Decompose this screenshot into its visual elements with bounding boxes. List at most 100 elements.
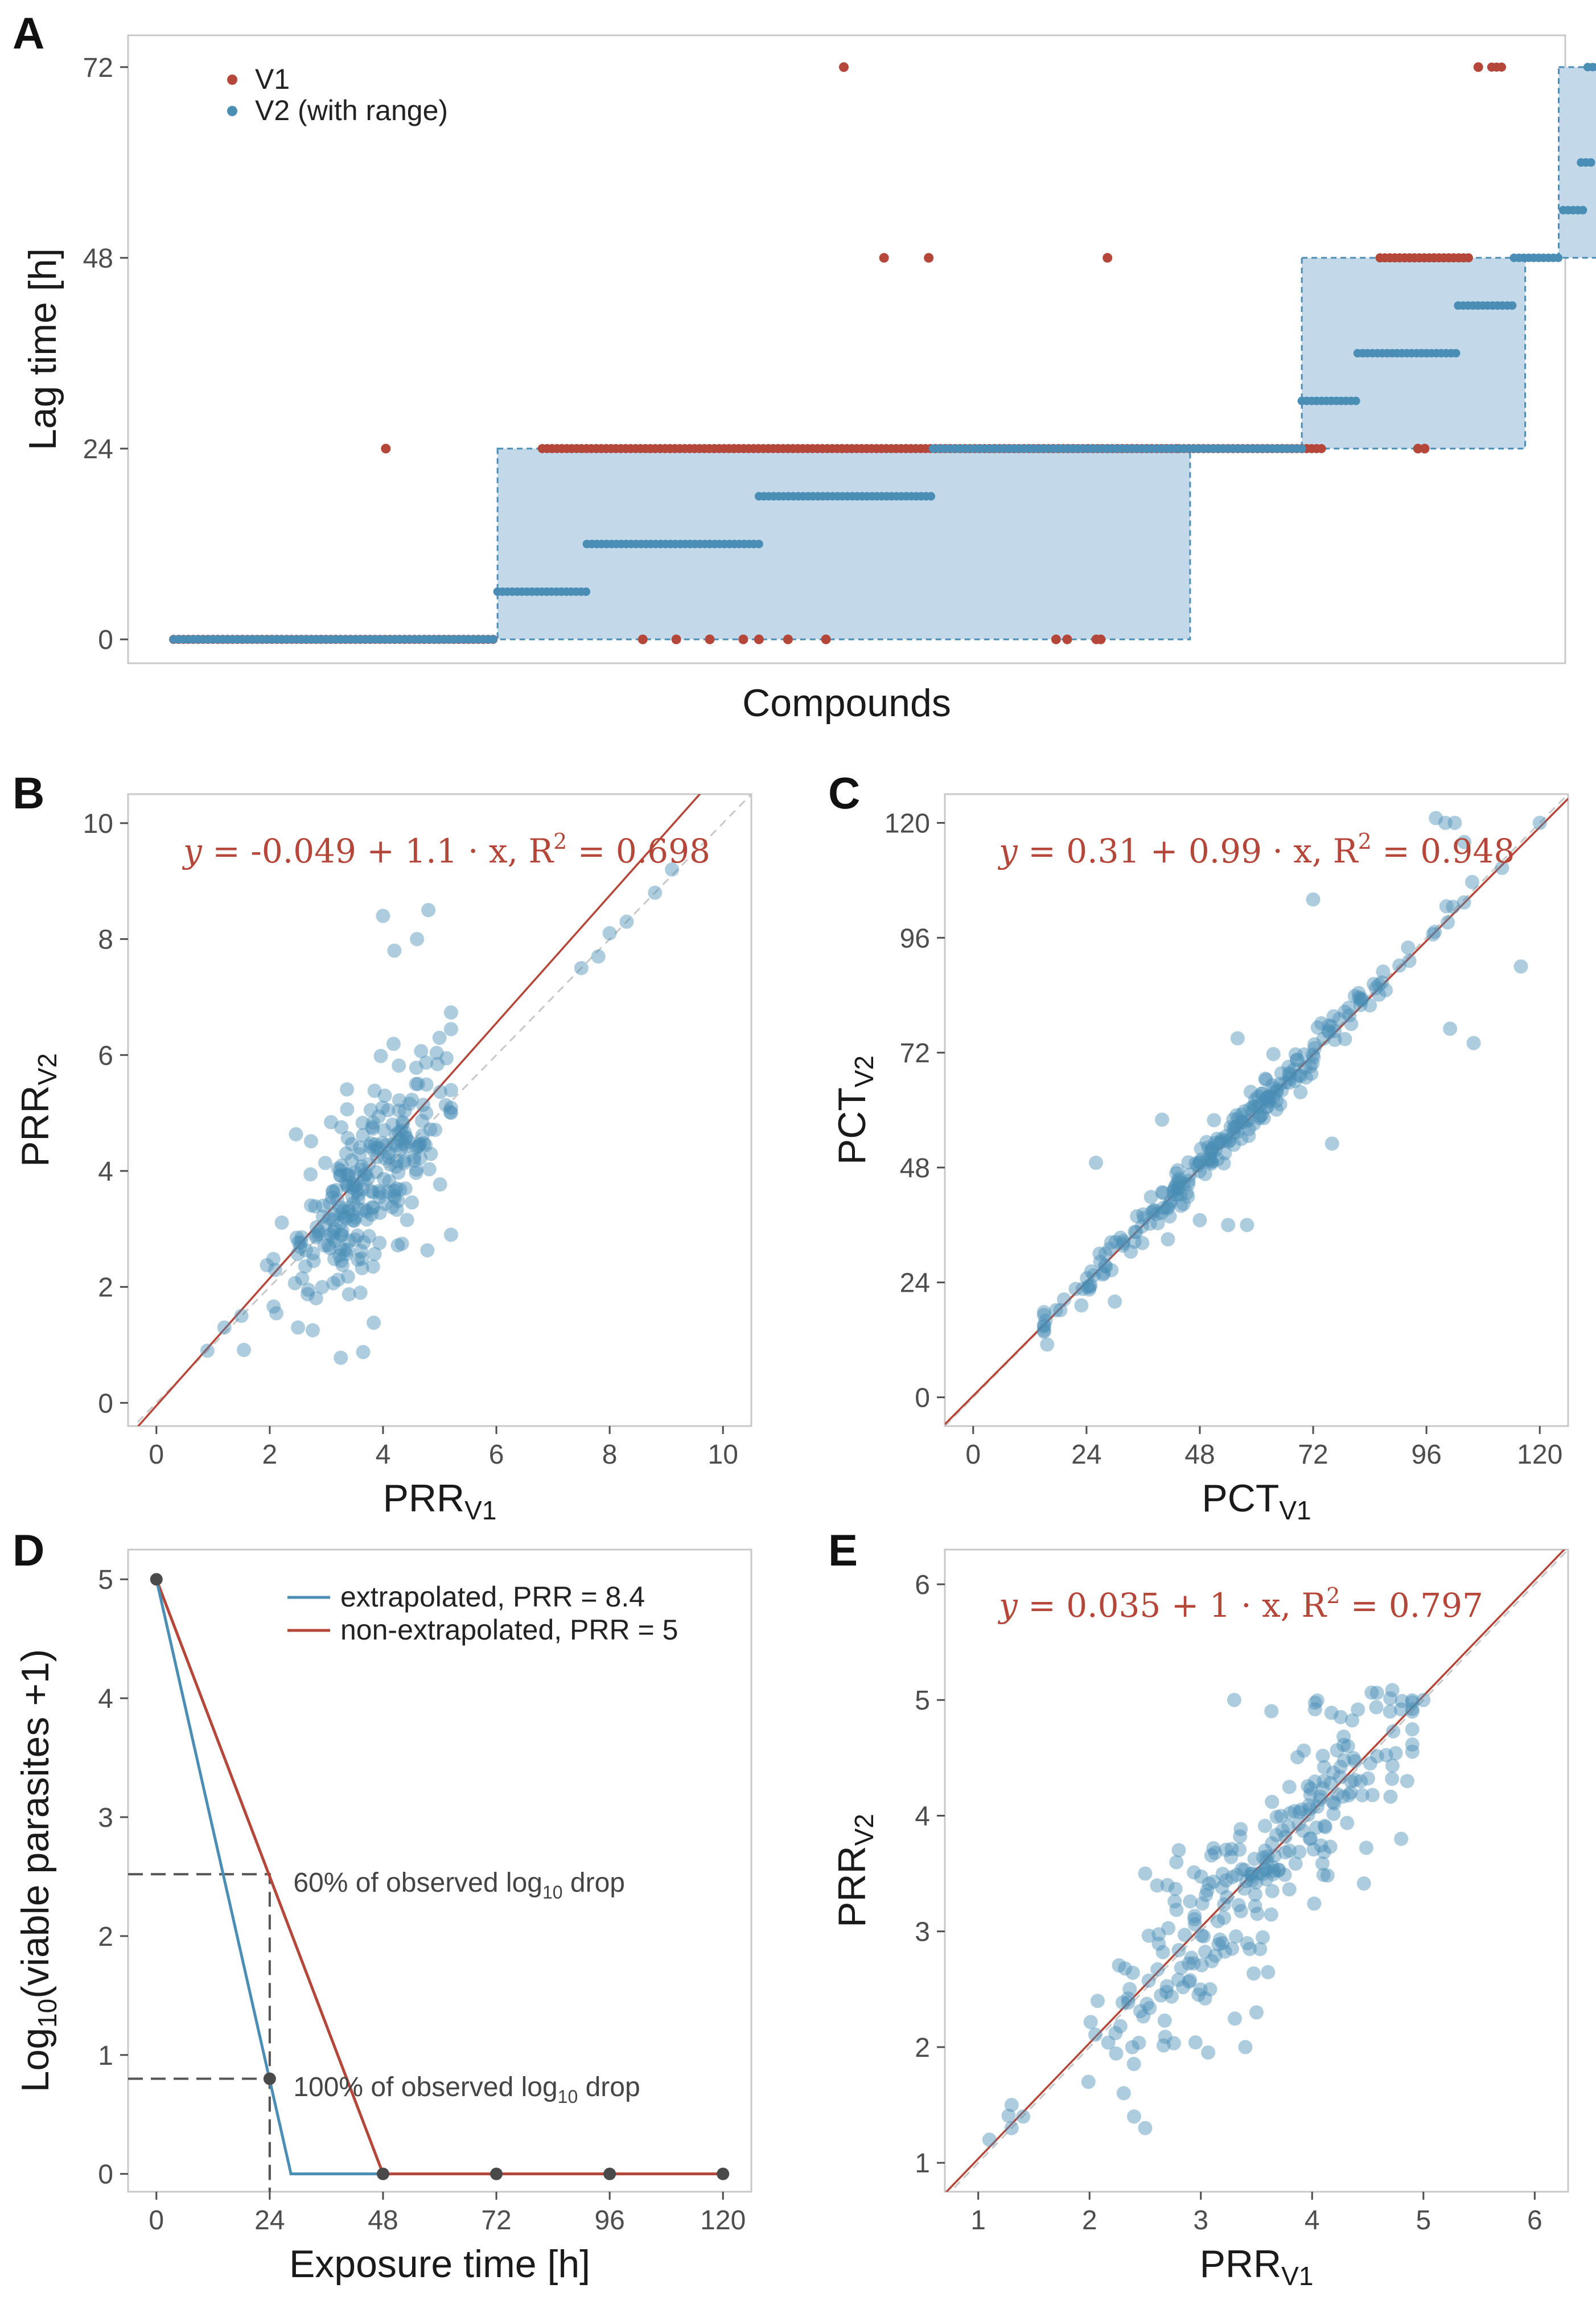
data-point	[1268, 1081, 1282, 1096]
data-point	[1260, 1854, 1274, 1869]
data-point	[1513, 959, 1528, 974]
guide-line	[128, 1873, 271, 2192]
data-point	[1345, 1713, 1360, 1728]
legend-marker	[227, 75, 237, 85]
data-point	[1249, 2005, 1264, 2020]
data-point	[1171, 1943, 1186, 1958]
data-point	[381, 1103, 396, 1117]
data-point	[342, 1233, 357, 1248]
x-tick-label: 1	[970, 2205, 986, 2236]
data-point	[1101, 2035, 1116, 2050]
data-point	[1495, 861, 1509, 876]
data-point	[1219, 1133, 1233, 1148]
data-point	[1428, 925, 1442, 939]
data-point	[367, 1316, 381, 1330]
data-point	[1241, 1128, 1256, 1143]
data-point	[1385, 1758, 1400, 1773]
x-tick-label: 24	[254, 2205, 285, 2236]
data-point	[1293, 1084, 1308, 1099]
data-point	[1320, 1868, 1335, 1883]
data-point	[1162, 1209, 1177, 1224]
x-tick-label: 2	[1082, 2205, 1097, 2236]
legend-label: non-extrapolated, PRR = 5	[340, 1614, 678, 1646]
data-point	[398, 1131, 413, 1146]
data-point	[335, 1223, 349, 1238]
data-point	[330, 1193, 344, 1207]
data-point	[1182, 1167, 1197, 1182]
data-point	[1097, 1258, 1112, 1273]
data-point	[1212, 1932, 1227, 1947]
data-point	[377, 1123, 392, 1137]
data-point	[1147, 1203, 1162, 1218]
data-point	[418, 1138, 433, 1153]
data-point	[365, 1259, 380, 1274]
data-point	[1121, 1991, 1136, 2006]
data-point	[1224, 1941, 1239, 1956]
data-point	[1321, 1024, 1336, 1038]
data-point	[1340, 1739, 1355, 1753]
data-point	[1198, 1166, 1212, 1181]
data-point	[274, 1215, 289, 1230]
data-point	[1083, 1278, 1098, 1293]
data-point	[366, 1115, 381, 1130]
data-point	[1306, 892, 1321, 907]
data-point	[1134, 1219, 1149, 1234]
data-point	[1223, 1120, 1238, 1135]
v1-point	[1096, 634, 1106, 644]
data-point	[1170, 1182, 1185, 1197]
data-point	[1269, 1094, 1284, 1108]
data-point	[391, 1124, 406, 1139]
data-point	[1208, 1948, 1223, 1963]
data-point	[386, 1188, 401, 1203]
data-point	[1369, 1700, 1384, 1715]
data-point	[1405, 1702, 1420, 1716]
data-point	[236, 1342, 251, 1357]
data-point	[1340, 1815, 1355, 1830]
data-point	[1297, 1743, 1311, 1758]
data-point	[982, 2133, 997, 2147]
data-point	[294, 1235, 308, 1250]
data-point	[1219, 1129, 1233, 1144]
data-point	[334, 1206, 348, 1221]
data-point	[389, 1128, 404, 1143]
data-point	[1332, 1012, 1347, 1026]
data-point	[430, 1057, 445, 1071]
data-point	[1256, 1850, 1271, 1865]
y-tick-label: 72	[83, 53, 113, 83]
data-point	[367, 1247, 382, 1262]
x-tick-label: 120	[1517, 1440, 1562, 1470]
data-point	[1301, 1779, 1315, 1794]
data-point	[1138, 2121, 1153, 2135]
data-point	[1248, 1092, 1262, 1107]
data-point	[1217, 1897, 1232, 1912]
data-point	[1229, 1108, 1244, 1123]
data-point	[1204, 1154, 1219, 1169]
x-tick-label: 48	[1184, 1440, 1215, 1470]
data-point	[340, 1178, 355, 1193]
data-point	[303, 1167, 318, 1182]
data-point	[443, 1022, 458, 1037]
data-point	[295, 1271, 310, 1286]
data-point	[1001, 2109, 1016, 2123]
data-point	[1104, 1263, 1119, 1277]
data-point	[419, 1055, 434, 1070]
data-point	[1282, 1780, 1297, 1794]
data-point	[1303, 1781, 1318, 1796]
data-point	[1171, 1180, 1186, 1195]
data-point	[348, 1232, 363, 1247]
x-tick-label: 72	[1298, 1440, 1328, 1470]
data-point	[357, 1202, 372, 1217]
data-point	[355, 1115, 370, 1130]
data-point	[422, 1162, 437, 1177]
data-point	[1230, 1031, 1245, 1046]
data-point	[402, 1096, 417, 1111]
data-point	[1138, 1866, 1153, 1881]
data-point	[308, 1230, 323, 1244]
data-point	[1116, 1234, 1131, 1248]
data-point	[1177, 1928, 1192, 1942]
data-point	[1326, 1765, 1340, 1780]
data-point	[323, 1196, 338, 1211]
data-point	[1150, 1878, 1165, 1893]
annotation: 100% of observed log10 drop	[293, 2072, 640, 2107]
v2-point	[1554, 253, 1563, 262]
